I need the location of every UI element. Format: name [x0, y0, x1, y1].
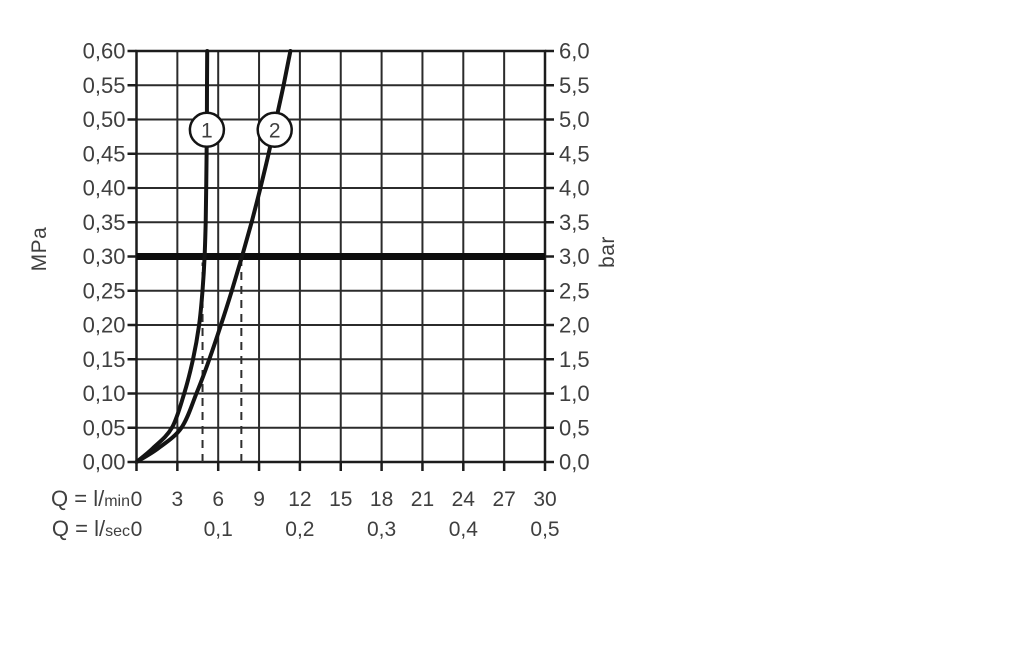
- y-right-tick-label: 4,5: [559, 141, 590, 166]
- x-lsec-tick-label: 0,3: [367, 518, 396, 541]
- y-left-axis-title: MPa: [28, 227, 51, 272]
- y-right-tick-label: 3,0: [559, 244, 590, 269]
- x-lmin-tick-label: 3: [172, 488, 184, 511]
- curve-label-circle-1: [188, 111, 226, 149]
- x-lmin-tick-label: 12: [288, 488, 311, 511]
- x-lmin-tick-label: 0: [131, 488, 143, 511]
- y-right-tick-label: 5,0: [559, 107, 590, 132]
- y-left-tick-label: 0,20: [83, 313, 126, 338]
- y-left-tick-label: 0,00: [83, 450, 126, 475]
- y-right-tick-label: 2,5: [559, 278, 590, 303]
- x-lmin-tick-label: 18: [370, 488, 393, 511]
- y-left-tick-label: 0,50: [83, 107, 126, 132]
- x-lsec-tick-label: 0: [131, 518, 143, 541]
- y-left-tick-label: 0,60: [83, 39, 126, 64]
- x-lmin-tick-label: 24: [452, 488, 476, 511]
- curve-label-2: 2: [269, 119, 281, 142]
- x-lmin-tick-label: 6: [212, 488, 224, 511]
- y-left-tick-label: 0,40: [83, 176, 126, 201]
- y-left-tick-label: 0,10: [83, 381, 126, 406]
- curve-label-circle-2: [256, 111, 293, 149]
- y-left-tick-label: 0,30: [83, 244, 126, 269]
- x-lsec-tick-label: 0,4: [449, 518, 479, 541]
- y-right-tick-label: 0,0: [559, 450, 590, 475]
- y-right-tick-label: 2,0: [559, 313, 590, 338]
- y-right-tick-label: 4,0: [559, 176, 590, 201]
- y-left-tick-label: 0,15: [83, 347, 126, 372]
- y-right-axis-title: bar: [596, 236, 619, 268]
- x-lmin-tick-label: 9: [253, 488, 265, 511]
- x-lmin-tick-label: 30: [533, 488, 556, 511]
- y-left-tick-label: 0,25: [83, 278, 126, 303]
- y-right-tick-label: 3,5: [559, 210, 590, 235]
- curve-label-1: 1: [201, 119, 213, 142]
- y-left-tick-label: 0,55: [83, 73, 126, 98]
- x-axis-row1-label: Q = l/min: [51, 486, 130, 511]
- y-right-tick-label: 5,5: [559, 73, 590, 98]
- x-lmin-tick-label: 27: [492, 488, 515, 511]
- y-right-tick-label: 6,0: [559, 39, 590, 64]
- x-lsec-tick-label: 0,5: [530, 518, 559, 541]
- y-right-tick-label: 0,5: [559, 415, 590, 440]
- x-axis-row2-label: Q = l/sec: [52, 516, 130, 541]
- x-lsec-tick-label: 0,2: [285, 518, 314, 541]
- x-lsec-tick-label: 0,1: [204, 518, 233, 541]
- y-left-tick-label: 0,05: [83, 415, 126, 440]
- y-right-tick-label: 1,5: [559, 347, 590, 372]
- x-lmin-tick-label: 21: [411, 488, 434, 511]
- x-lmin-tick-label: 15: [329, 488, 352, 511]
- y-left-tick-label: 0,45: [83, 141, 126, 166]
- chart-generated-layer: 1 20,600,550,500,450,400,350,300,250,200,…: [51, 39, 590, 542]
- y-left-tick-label: 0,35: [83, 210, 126, 235]
- y-right-tick-label: 1,0: [559, 381, 590, 406]
